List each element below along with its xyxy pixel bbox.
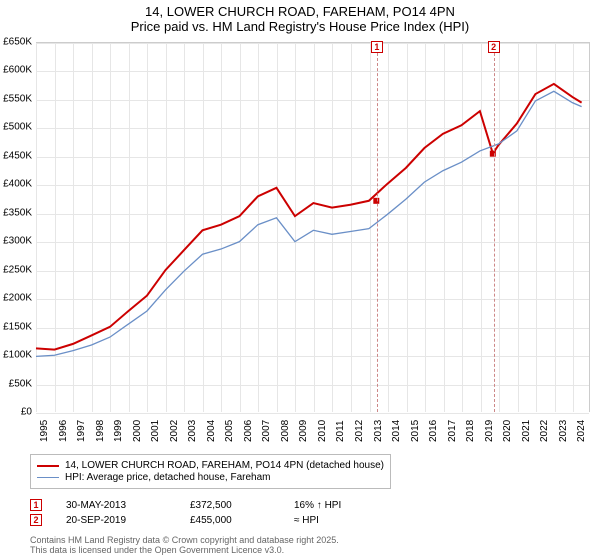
- footer: Contains HM Land Registry data © Crown c…: [30, 536, 339, 556]
- x-tick-label: 2011: [335, 420, 346, 442]
- x-tick-label: 2008: [280, 420, 291, 442]
- x-tick-label: 2004: [206, 420, 217, 442]
- transaction-date: 30-MAY-2013: [66, 500, 166, 511]
- transactions-table: 1 30-MAY-2013 £372,500 16% ↑ HPI 2 20-SEP-201…: [30, 496, 570, 529]
- y-tick-label: £350K: [3, 207, 32, 218]
- x-tick-label: 2024: [576, 420, 587, 442]
- x-tick-label: 1998: [95, 420, 106, 442]
- y-tick-label: £600K: [3, 65, 32, 76]
- legend-swatch: [37, 477, 59, 478]
- y-tick-label: £200K: [3, 293, 32, 304]
- marker-vline: [377, 43, 378, 412]
- marker-label: 1: [371, 41, 383, 53]
- legend-label: HPI: Average price, detached house, Fare…: [65, 472, 271, 483]
- y-axis: £0£50K£100K£150K£200K£250K£300K£350K£400…: [0, 42, 34, 412]
- y-tick-label: £450K: [3, 150, 32, 161]
- transaction-row: 2 20-SEP-2019 £455,000 ≈ HPI: [30, 514, 570, 526]
- x-tick-label: 2009: [298, 420, 309, 442]
- x-tick-label: 2002: [169, 420, 180, 442]
- x-axis: 1995 1996 1997 1998 1999 2000 2001 2002 2003 2004…: [36, 414, 590, 454]
- x-tick-label: 2005: [224, 420, 235, 442]
- x-tick-label: 2007: [261, 420, 272, 442]
- x-tick-label: 1996: [58, 420, 69, 442]
- legend-swatch: [37, 465, 59, 467]
- y-tick-label: £650K: [3, 37, 32, 48]
- transaction-date: 20-SEP-2019: [66, 515, 166, 526]
- x-tick-label: 2000: [132, 420, 143, 442]
- transaction-rel-hpi: ≈ HPI: [294, 515, 374, 526]
- transaction-row: 1 30-MAY-2013 £372,500 16% ↑ HPI: [30, 499, 570, 511]
- legend-label: 14, LOWER CHURCH ROAD, FAREHAM, PO14 4PN…: [65, 460, 384, 471]
- y-tick-label: £100K: [3, 350, 32, 361]
- x-tick-label: 2013: [373, 420, 384, 442]
- series-svg: [36, 43, 589, 412]
- y-tick-label: £500K: [3, 122, 32, 133]
- transaction-price: £455,000: [190, 515, 270, 526]
- x-tick-label: 2019: [484, 420, 495, 442]
- legend-item: 14, LOWER CHURCH ROAD, FAREHAM, PO14 4PN…: [37, 460, 384, 471]
- y-tick-label: £300K: [3, 236, 32, 247]
- y-tick-label: £400K: [3, 179, 32, 190]
- x-tick-label: 2001: [150, 420, 161, 442]
- transaction-marker: 1: [30, 499, 42, 511]
- x-tick-label: 2017: [447, 420, 458, 442]
- x-tick-label: 2010: [317, 420, 328, 442]
- marker-label: 2: [488, 41, 500, 53]
- title-line-1: 14, LOWER CHURCH ROAD, FAREHAM, PO14 4PN: [0, 4, 600, 19]
- x-tick-label: 2014: [391, 420, 402, 442]
- plot-area: 12: [36, 42, 590, 412]
- transaction-rel-hpi: 16% ↑ HPI: [294, 500, 374, 511]
- x-tick-label: 2022: [539, 420, 550, 442]
- x-tick-label: 1995: [39, 420, 50, 442]
- footer-line-2: This data is licensed under the Open Gov…: [30, 546, 339, 556]
- transaction-price: £372,500: [190, 500, 270, 511]
- y-tick-label: £0: [21, 407, 32, 418]
- x-tick-label: 2023: [558, 420, 569, 442]
- x-tick-label: 2003: [187, 420, 198, 442]
- legend-item: HPI: Average price, detached house, Fare…: [37, 472, 384, 483]
- title-line-2: Price paid vs. HM Land Registry's House …: [0, 19, 600, 34]
- x-tick-label: 2018: [465, 420, 476, 442]
- series-price_paid: [36, 84, 582, 350]
- y-tick-label: £50K: [9, 378, 32, 389]
- legend: 14, LOWER CHURCH ROAD, FAREHAM, PO14 4PN…: [30, 454, 391, 489]
- marker-vline: [494, 43, 495, 412]
- x-tick-label: 1997: [76, 420, 87, 442]
- x-tick-label: 2015: [410, 420, 421, 442]
- y-tick-label: £250K: [3, 264, 32, 275]
- x-tick-label: 2016: [428, 420, 439, 442]
- x-tick-label: 2012: [354, 420, 365, 442]
- x-tick-label: 1999: [113, 420, 124, 442]
- transaction-marker: 2: [30, 514, 42, 526]
- x-tick-label: 2006: [243, 420, 254, 442]
- y-tick-label: £150K: [3, 321, 32, 332]
- x-tick-label: 2021: [521, 420, 532, 442]
- series-hpi: [36, 91, 582, 356]
- y-tick-label: £550K: [3, 93, 32, 104]
- chart-container: 14, LOWER CHURCH ROAD, FAREHAM, PO14 4PN…: [0, 0, 600, 560]
- chart-title: 14, LOWER CHURCH ROAD, FAREHAM, PO14 4PN…: [0, 0, 600, 36]
- x-tick-label: 2020: [502, 420, 513, 442]
